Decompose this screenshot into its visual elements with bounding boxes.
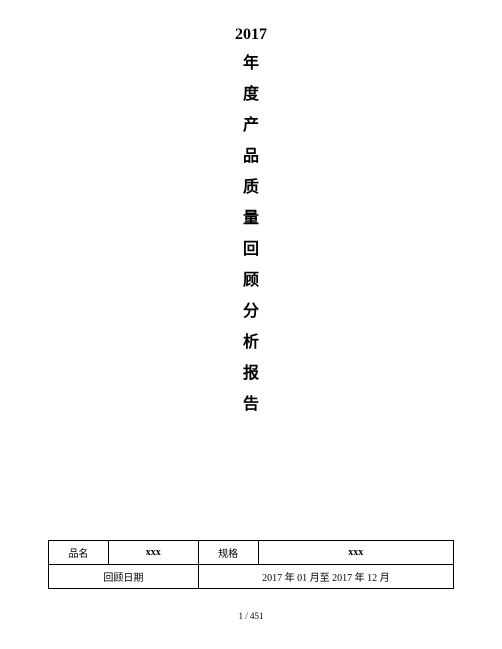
title-char: 分 [243,304,259,320]
spec-value: xxx [258,541,453,565]
product-name-value: xxx [108,541,198,565]
review-date-label: 回顾日期 [49,565,199,589]
title-char: 产 [243,118,259,134]
review-date-value: 2017 年 01 月至 2017 年 12 月 [198,565,453,589]
document-title: 2017 年 度 产 品 质 量 回 顾 分 析 报 告 [0,26,502,428]
page-number: 1 / 451 [0,611,502,621]
title-year: 2017 [235,26,267,44]
title-char: 回 [243,242,259,258]
title-char: 度 [243,87,259,103]
product-name-label: 品名 [49,541,109,565]
title-char: 报 [243,366,259,382]
title-char: 量 [243,211,259,227]
title-char: 质 [243,180,259,196]
title-char: 告 [243,397,259,413]
title-char: 品 [243,149,259,165]
info-table: 品名 xxx 规格 xxx 回顾日期 2017 年 01 月至 2017 年 1… [48,540,454,589]
title-char: 析 [243,335,259,351]
title-char: 年 [243,56,259,72]
table-row: 回顾日期 2017 年 01 月至 2017 年 12 月 [49,565,454,589]
table-row: 品名 xxx 规格 xxx [49,541,454,565]
spec-label: 规格 [198,541,258,565]
title-char: 顾 [243,273,259,289]
